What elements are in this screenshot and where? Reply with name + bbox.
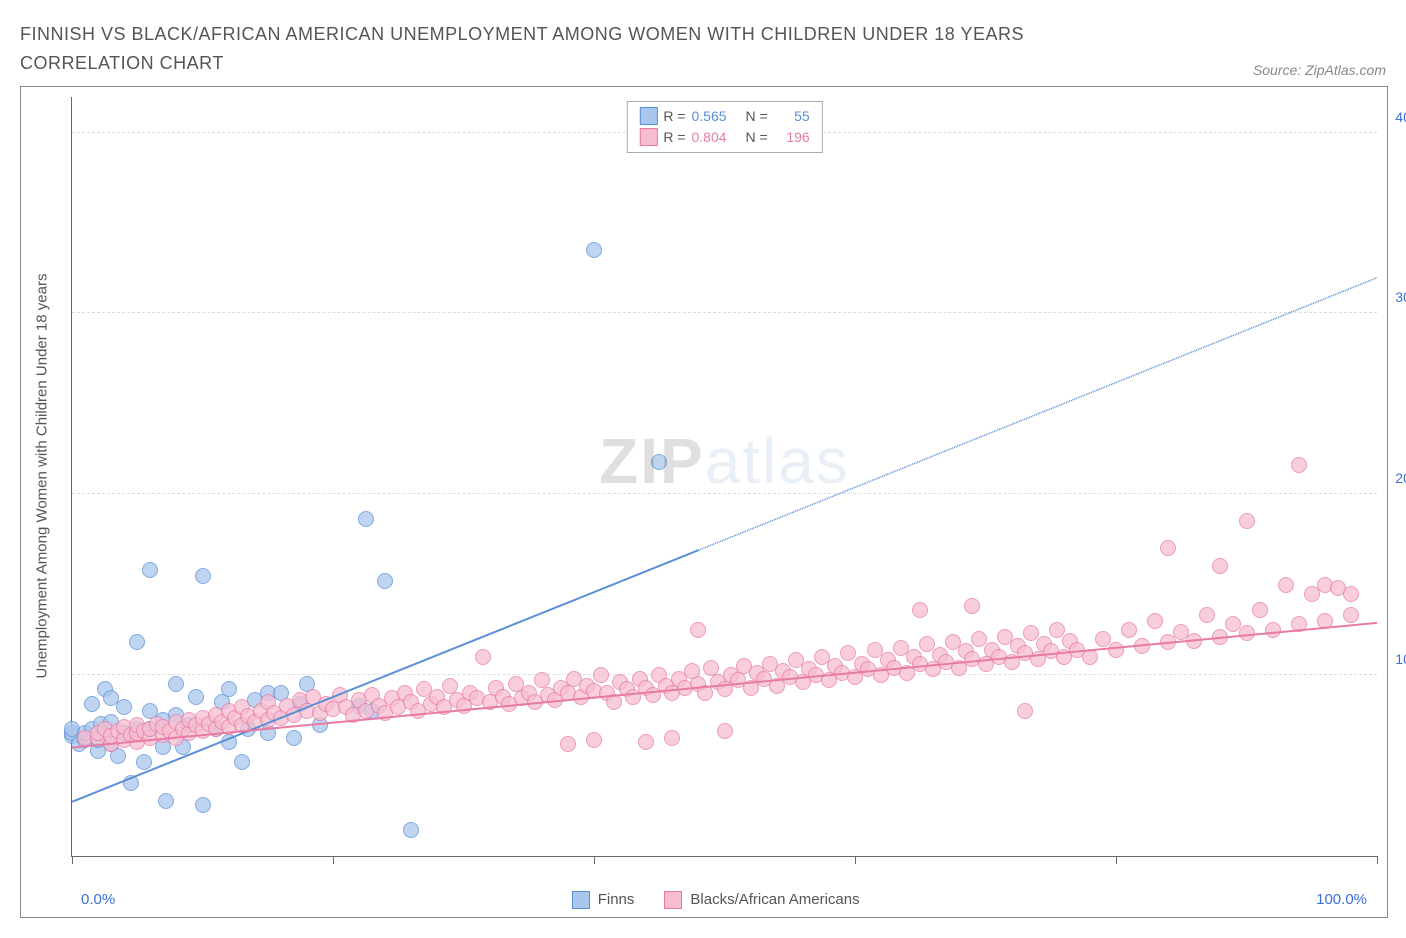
data-point [1317, 613, 1333, 629]
data-point [358, 511, 374, 527]
x-tick [1116, 856, 1117, 864]
n-value: 55 [774, 106, 810, 127]
data-point [690, 622, 706, 638]
x-tick [1377, 856, 1378, 864]
data-point [136, 754, 152, 770]
legend-item: Finns [572, 891, 635, 909]
stats-row: R = 0.565 N = 55 [639, 106, 809, 127]
data-point [964, 598, 980, 614]
watermark: ZIPatlas [599, 424, 850, 498]
r-value: 0.565 [692, 106, 740, 127]
data-point [1160, 540, 1176, 556]
x-tick [594, 856, 595, 864]
data-point [697, 685, 713, 701]
data-point [1212, 558, 1228, 574]
chart-title: FINNISH VS BLACK/AFRICAN AMERICAN UNEMPL… [20, 20, 1120, 78]
x-tick [333, 856, 334, 864]
r-label: R = [663, 127, 685, 148]
data-point [1212, 629, 1228, 645]
y-tick-label: 30.0% [1385, 289, 1406, 305]
data-point [116, 699, 132, 715]
data-point [664, 730, 680, 746]
data-point [158, 793, 174, 809]
data-point [1343, 586, 1359, 602]
data-point [1134, 638, 1150, 654]
data-point [129, 634, 145, 650]
legend-item: Blacks/African Americans [664, 891, 859, 909]
data-point [475, 649, 491, 665]
data-point [84, 696, 100, 712]
source-label: Source: ZipAtlas.com [1253, 62, 1386, 78]
data-point [1147, 613, 1163, 629]
y-tick-label: 20.0% [1385, 470, 1406, 486]
legend-swatch [639, 128, 657, 146]
data-point [1108, 642, 1124, 658]
y-tick-label: 40.0% [1385, 109, 1406, 125]
data-point [377, 573, 393, 589]
n-value: 196 [774, 127, 810, 148]
data-point [1278, 577, 1294, 593]
legend-swatch [664, 891, 682, 909]
gridline [72, 312, 1377, 313]
data-point [1239, 513, 1255, 529]
gridline [72, 493, 1377, 494]
data-point [1160, 634, 1176, 650]
data-point [123, 775, 139, 791]
legend-swatch [572, 891, 590, 909]
legend-label: Finns [598, 891, 635, 908]
data-point [195, 797, 211, 813]
series-legend: Finns Blacks/African Americans [572, 891, 860, 909]
stats-legend-box: R = 0.565 N = 55 R = 0.804 N = 196 [626, 101, 822, 153]
data-point [142, 562, 158, 578]
plot-area: Unemployment Among Women with Children U… [71, 97, 1377, 857]
data-point [1343, 607, 1359, 623]
data-point [1186, 633, 1202, 649]
data-point [1291, 457, 1307, 473]
data-point [403, 822, 419, 838]
data-point [234, 754, 250, 770]
trend-lines [72, 97, 1377, 856]
data-point [1121, 622, 1137, 638]
y-axis-label: Unemployment Among Women with Children U… [34, 274, 51, 679]
data-point [188, 689, 204, 705]
data-point [1017, 703, 1033, 719]
data-point [1265, 622, 1281, 638]
data-point [606, 694, 622, 710]
data-point [168, 676, 184, 692]
data-point [1252, 602, 1268, 618]
data-point [638, 734, 654, 750]
n-label: N = [746, 106, 768, 127]
data-point [586, 732, 602, 748]
data-point [593, 667, 609, 683]
data-point [651, 454, 667, 470]
legend-swatch [639, 107, 657, 125]
r-value: 0.804 [692, 127, 740, 148]
legend-label: Blacks/African Americans [690, 891, 859, 908]
data-point [195, 568, 211, 584]
y-tick-label: 10.0% [1385, 651, 1406, 667]
data-point [1199, 607, 1215, 623]
x-tick [72, 856, 73, 864]
data-point [560, 736, 576, 752]
x-axis-legend-row: 0.0% Finns Blacks/African Americans 100.0… [21, 891, 1387, 909]
stats-row: R = 0.804 N = 196 [639, 127, 809, 148]
data-point [1291, 616, 1307, 632]
x-max-label: 100.0% [1316, 891, 1367, 908]
data-point [286, 730, 302, 746]
data-point [717, 723, 733, 739]
x-min-label: 0.0% [81, 891, 115, 908]
chart-container: Unemployment Among Women with Children U… [20, 86, 1388, 918]
data-point [221, 734, 237, 750]
n-label: N = [746, 127, 768, 148]
data-point [912, 602, 928, 618]
data-point [221, 681, 237, 697]
x-tick [855, 856, 856, 864]
r-label: R = [663, 106, 685, 127]
data-point [586, 242, 602, 258]
data-point [1082, 649, 1098, 665]
data-point [1239, 625, 1255, 641]
